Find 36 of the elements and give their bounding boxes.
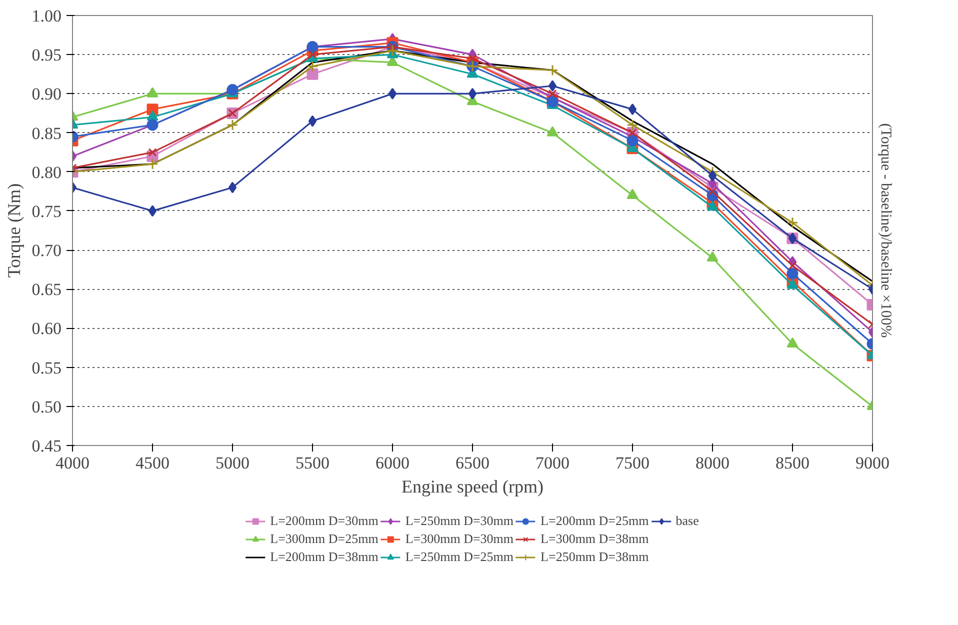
y-tick-label: 0.45	[32, 436, 62, 456]
y-tick-label: 0.65	[32, 280, 62, 300]
y-tick-label: 0.55	[32, 358, 62, 378]
legend-label: L=300mm D=25mm	[270, 531, 378, 547]
legend-label: L=250mm D=25mm	[405, 549, 514, 565]
legend-label: L=200mm D=38mm	[270, 549, 378, 565]
legend-label: L=300mm D=38mm	[540, 531, 649, 547]
x-tick-label: 5000	[216, 454, 250, 472]
x-tick-label: 9000	[856, 454, 890, 472]
y-axis-title: Torque (Nm)	[4, 183, 24, 278]
text: (Torque - baseline)/baseline ×100%	[878, 123, 894, 338]
y-tick-label: 1.00	[32, 6, 62, 26]
x-tick-label: 8000	[696, 454, 730, 472]
y-tick-label: 0.85	[32, 124, 62, 143]
x-tick-label: 6000	[376, 454, 410, 472]
y-tick-label: 0.95	[32, 46, 62, 65]
legend-label: L=250mm D=38mm	[540, 549, 649, 565]
x-axis-title: Engine speed (rpm)	[402, 476, 544, 496]
x-tick-label: 4000	[56, 454, 90, 472]
legend-label: base	[676, 513, 699, 529]
legend-label: L=250mm D=30mm	[405, 513, 514, 529]
legend-label: L=300mm D=30mm	[405, 531, 514, 547]
x-tick-label: 7000	[536, 454, 570, 472]
x-tick-label: 4500	[136, 454, 170, 472]
legend-label: L=200mm D=25mm	[540, 513, 649, 529]
y-tick-label: 0.90	[32, 84, 62, 104]
y-tick-label: 0.70	[32, 241, 62, 260]
y-tick-label: 0.75	[32, 202, 62, 221]
y-tick-label: 0.80	[32, 162, 62, 182]
x-tick-label: 5500	[296, 454, 330, 472]
y-tick-label: 0.50	[32, 397, 62, 416]
x-tick-label: 7500	[616, 454, 650, 472]
y-tick-label: 0.60	[32, 319, 62, 338]
x-tick-label: 8500	[776, 454, 810, 472]
legend-label: L=200mm D=30mm	[270, 513, 378, 529]
x-tick-label: 6500	[456, 454, 490, 472]
